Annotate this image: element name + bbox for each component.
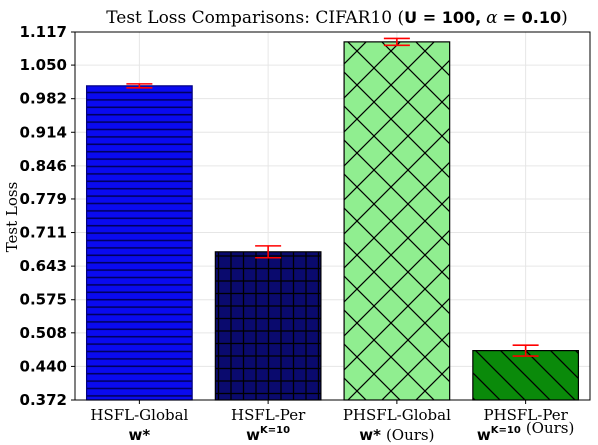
error-bar-hsfl-global [126,83,153,89]
y-axis-ticks: 0.372 0.440 0.508 0.575 0.643 0.711 0.779 0.846… [20,23,75,409]
y-tick-label: 0.643 [20,257,67,275]
error-bar-hsfl-per [255,245,282,259]
y-tick-label: 0.914 [20,123,67,141]
error-bars [126,37,539,357]
x-tick-sublabel: w* (Ours) [359,426,434,444]
y-tick-label: 0.779 [20,190,67,208]
y-axis-label: Test Loss [3,182,21,253]
bars [85,41,580,401]
bar-phsfl-global [343,41,451,401]
plot-frame [74,31,591,401]
x-tick-label: HSFL-Global [90,406,188,424]
error-bar-phsfl-global [383,37,410,47]
y-tick-label: 0.711 [20,224,67,242]
y-tick-label: 1.050 [20,56,67,74]
x-tick-sublabel: wK=10 (Ours) [477,419,574,444]
x-tick-sublabel: wK=10 [246,425,290,444]
y-tick-label: 0.508 [20,324,67,342]
x-tick-sublabel: w* [129,426,151,444]
chart-title: Test Loss Comparisons: CIFAR10 (U = 100,… [106,8,568,28]
y-tick-label: 0.575 [20,291,67,309]
error-bar-phsfl-per [512,344,539,357]
y-tick-label: 1.117 [20,23,67,41]
y-tick-label: 0.982 [20,90,67,108]
bar-hsfl-global [85,85,193,401]
x-tick-label: PHSFL-Global [343,406,451,424]
y-tick-label: 0.440 [20,357,67,375]
y-tick-label: 0.372 [20,391,67,409]
x-tick-label: HSFL-Per [231,406,306,424]
bar-hsfl-per [214,251,322,401]
y-tick-label: 0.846 [20,157,67,175]
x-tick-label: PHSFL-Per [483,406,568,424]
bar-phsfl-per [472,350,580,401]
